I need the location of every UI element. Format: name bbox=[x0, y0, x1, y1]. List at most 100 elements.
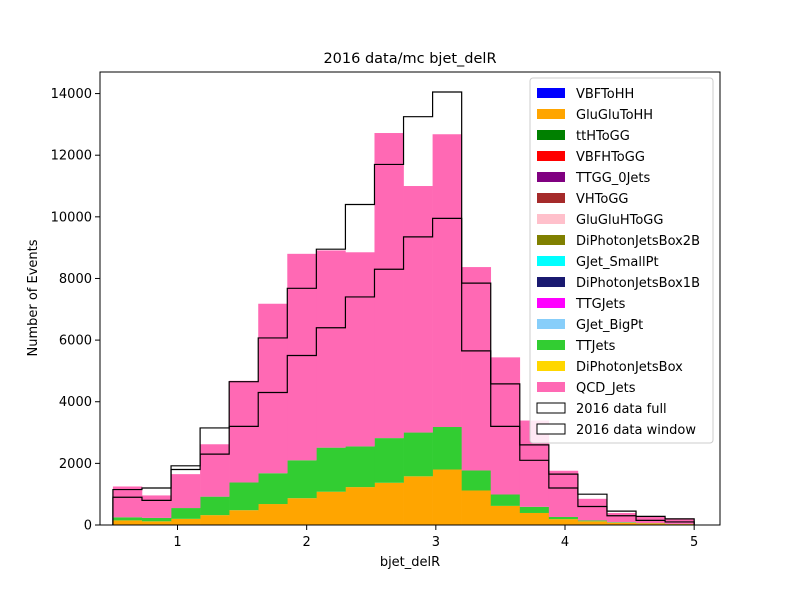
legend-item-2016 data window: 2016 data window bbox=[536, 423, 696, 438]
x-tick-label-2: 2 bbox=[303, 535, 311, 550]
legend-swatch bbox=[537, 214, 565, 224]
legend-swatch bbox=[537, 193, 565, 203]
x-axis: 1 2 3 4 5 bbox=[173, 525, 698, 550]
bar-GluGluToHH-2 bbox=[171, 518, 201, 525]
bar-QCD_Jets-7 bbox=[316, 250, 346, 448]
bar-QCD_Jets-17 bbox=[606, 512, 637, 523]
x-tick-label-3: 3 bbox=[432, 535, 440, 550]
legend-swatch bbox=[537, 277, 565, 287]
bar-QCD_Jets-16 bbox=[577, 498, 608, 521]
legend-item-2016 data full: 2016 data full bbox=[536, 402, 667, 417]
bar-TTJets-7 bbox=[316, 447, 346, 492]
legend-swatch bbox=[537, 109, 565, 119]
legend-label: GluGluHToGG bbox=[576, 213, 663, 228]
bar-GluGluToHH-16 bbox=[577, 521, 608, 525]
legend-item-TTJets: TTJets bbox=[537, 339, 616, 354]
series-TTJets bbox=[112, 427, 695, 525]
step-line-2016 data window bbox=[112, 91, 695, 525]
bar-GluGluToHH-18 bbox=[636, 523, 666, 525]
bar-TTJets-9 bbox=[374, 438, 404, 483]
bar-TTJets-0 bbox=[112, 517, 143, 521]
legend-item-TTGJets: TTGJets bbox=[537, 297, 626, 312]
legend-label: TTJets bbox=[575, 339, 616, 354]
bar-TTJets-11 bbox=[432, 427, 462, 470]
legend-swatch bbox=[536, 423, 566, 435]
bar-GluGluToHH-1 bbox=[141, 521, 172, 525]
bar-TTJets-4 bbox=[229, 482, 259, 511]
legend-label: VHToGG bbox=[576, 192, 629, 207]
legend-label: 2016 data full bbox=[576, 402, 667, 417]
legend-item-GJet_BigPt: GJet_BigPt bbox=[537, 318, 643, 333]
bar-TTJets-14 bbox=[519, 506, 550, 513]
y-tick-label-10000: 10000 bbox=[51, 210, 92, 225]
x-tick-label-5: 5 bbox=[690, 535, 698, 550]
x-tick-label-4: 4 bbox=[561, 535, 569, 550]
bar-QCD_Jets-5 bbox=[258, 303, 288, 474]
bar-QCD_Jets-1 bbox=[141, 495, 172, 518]
legend-label: GluGluToHH bbox=[576, 108, 653, 123]
legend-item-QCD_Jets: QCD_Jets bbox=[537, 381, 636, 396]
bar-TTJets-15 bbox=[548, 516, 579, 520]
bar-TTJets-8 bbox=[345, 446, 375, 488]
bar-GluGluToHH-11 bbox=[432, 469, 462, 525]
bar-GluGluToHH-10 bbox=[403, 476, 433, 525]
bar-TTJets-6 bbox=[287, 460, 317, 499]
bar-GluGluToHH-5 bbox=[258, 504, 288, 525]
bar-TTJets-5 bbox=[258, 473, 288, 505]
legend-item-DiPhotonJetsBox1B: DiPhotonJetsBox1B bbox=[537, 276, 700, 291]
bar-GluGluToHH-12 bbox=[461, 490, 492, 525]
legend-item-GJet_SmallPt: GJet_SmallPt bbox=[537, 255, 659, 270]
bar-QCD_Jets-0 bbox=[112, 486, 143, 518]
legend: VBFToHH GluGluToHH ttHToGG VBFHToGG TTGG_0Je… bbox=[529, 77, 714, 444]
y-tick-label-0: 0 bbox=[84, 519, 92, 534]
legend-item-ttHToGG: ttHToGG bbox=[537, 129, 630, 144]
bar-QCD_Jets-15 bbox=[548, 470, 579, 517]
bar-QCD_Jets-3 bbox=[200, 444, 230, 497]
legend-swatch bbox=[537, 130, 565, 140]
bar-TTJets-17 bbox=[606, 522, 637, 523]
legend-label: VBFToHH bbox=[576, 87, 634, 102]
y-tick-label-12000: 12000 bbox=[51, 149, 92, 164]
legend-label: GJet_SmallPt bbox=[576, 255, 659, 270]
legend-label: TTGG_0Jets bbox=[575, 171, 651, 186]
legend-item-VBFHToGG: VBFHToGG bbox=[537, 150, 645, 165]
legend-swatch bbox=[536, 402, 566, 414]
legend-item-GluGluHToGG: GluGluHToGG bbox=[537, 213, 663, 228]
legend-swatch bbox=[537, 235, 565, 245]
bar-QCD_Jets-4 bbox=[229, 380, 259, 483]
legend-item-DiPhotonJetsBox: DiPhotonJetsBox bbox=[537, 360, 683, 375]
y-axis-label: Number of Events bbox=[26, 239, 41, 356]
legend-box bbox=[529, 77, 714, 444]
bar-QCD_Jets-11 bbox=[432, 134, 462, 428]
legend-swatch bbox=[537, 256, 565, 266]
bar-TTJets-10 bbox=[403, 432, 433, 477]
bar-QCD_Jets-2 bbox=[171, 474, 201, 509]
bar-QCD_Jets-9 bbox=[374, 133, 404, 439]
data-step-lines bbox=[112, 91, 695, 525]
y-tick-label-8000: 8000 bbox=[59, 272, 92, 287]
plot-frame bbox=[99, 71, 721, 526]
bar-TTJets-1 bbox=[141, 517, 172, 522]
y-tick-label-6000: 6000 bbox=[59, 334, 92, 349]
legend-swatch bbox=[537, 298, 565, 308]
bar-GluGluToHH-13 bbox=[490, 505, 521, 525]
bar-TTJets-12 bbox=[461, 470, 492, 491]
legend-label: TTGJets bbox=[575, 297, 626, 312]
bar-QCD_Jets-19 bbox=[665, 518, 695, 524]
bar-GluGluToHH-4 bbox=[229, 510, 259, 525]
legend-swatch bbox=[537, 88, 565, 98]
legend-label: GJet_BigPt bbox=[576, 318, 643, 333]
legend-item-VBFToHH: VBFToHH bbox=[537, 87, 634, 102]
chart-title: 2016 data/mc bjet_delR bbox=[323, 51, 496, 67]
y-tick-label-14000: 14000 bbox=[51, 87, 92, 102]
bar-GluGluToHH-15 bbox=[548, 519, 579, 525]
bar-GluGluToHH-17 bbox=[606, 522, 637, 525]
legend-label: DiPhotonJetsBox2B bbox=[576, 234, 700, 249]
bar-TTJets-13 bbox=[490, 494, 521, 506]
legend-swatch bbox=[537, 151, 565, 161]
bar-GluGluToHH-9 bbox=[374, 482, 404, 525]
bar-QCD_Jets-6 bbox=[287, 253, 317, 461]
legend-swatch bbox=[537, 319, 565, 329]
legend-item-GluGluToHH: GluGluToHH bbox=[537, 108, 653, 123]
